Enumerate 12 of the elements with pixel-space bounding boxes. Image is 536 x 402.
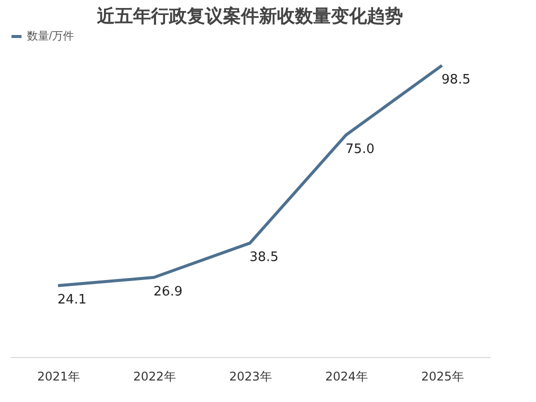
data-label: 38.5 (250, 250, 278, 266)
x-tick-label: 2024年 (325, 370, 368, 384)
data-label: 26.9 (154, 284, 182, 300)
chart-title: 近五年行政复议案件新收数量变化趋势 (96, 6, 403, 27)
data-label: 24.1 (58, 292, 86, 308)
x-tick-label: 2023年 (229, 370, 272, 384)
data-label: 98.5 (442, 72, 470, 88)
legend-label: 数量/万件 (27, 30, 74, 42)
data-label: 75.0 (346, 142, 374, 157)
x-tick-label: 2021年 (37, 370, 80, 384)
x-tick-label: 2025年 (421, 370, 464, 384)
x-tick-label: 2022年 (133, 370, 176, 384)
